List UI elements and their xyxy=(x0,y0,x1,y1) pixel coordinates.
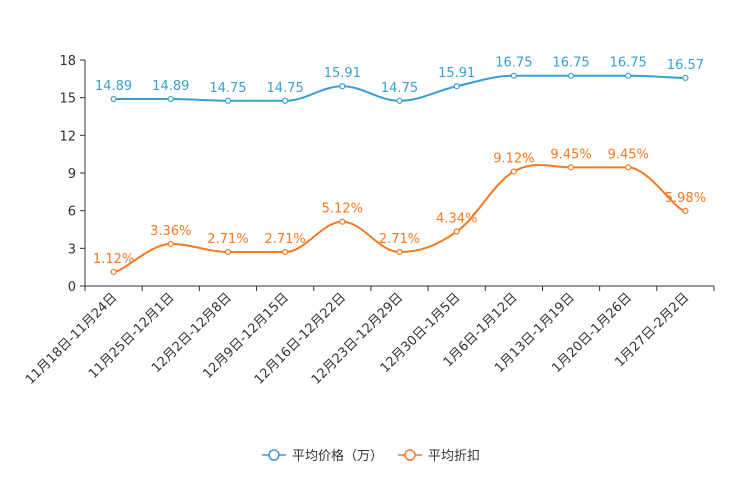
data-point-avg-discount[interactable] xyxy=(453,228,460,235)
x-tick-label: 11月18日-11月24日 xyxy=(23,290,120,387)
data-label-avg-price: 16.75 xyxy=(610,56,647,71)
data-label-avg-price: 14.89 xyxy=(95,79,132,94)
data-point-avg-price[interactable] xyxy=(453,83,460,90)
data-label-avg-price: 15.91 xyxy=(324,66,361,81)
data-label-avg-price: 16.75 xyxy=(552,56,589,71)
axes: 036912151811月18日-11月24日11月25日-12月1日12月2日… xyxy=(23,54,715,388)
data-point-avg-discount[interactable] xyxy=(567,164,575,171)
data-point-avg-price[interactable] xyxy=(396,97,403,104)
series-lines xyxy=(110,72,689,276)
data-point-avg-discount[interactable] xyxy=(167,240,174,247)
legend-marker xyxy=(404,449,416,461)
data-point-avg-price[interactable] xyxy=(339,83,346,90)
data-label-avg-discount: 1.12% xyxy=(93,252,134,267)
data-point-avg-discount[interactable] xyxy=(339,218,346,225)
data-point-avg-discount[interactable] xyxy=(282,248,289,256)
data-point-avg-discount[interactable] xyxy=(110,268,117,276)
data-label-avg-discount: 9.45% xyxy=(608,147,649,162)
data-point-avg-price[interactable] xyxy=(625,72,632,79)
data-point-avg-discount[interactable] xyxy=(625,164,632,171)
data-label-avg-discount: 5.12% xyxy=(322,202,363,217)
legend-marker xyxy=(268,449,280,461)
data-point-avg-price[interactable] xyxy=(167,95,174,103)
data-label-avg-price: 16.57 xyxy=(667,58,704,73)
data-point-avg-discount[interactable] xyxy=(396,248,403,256)
series-line-avg-discount xyxy=(113,164,686,273)
data-label-avg-discount: 4.34% xyxy=(436,212,477,227)
y-tick-label: 9 xyxy=(68,167,76,182)
legend[interactable]: 平均价格（万） 平均折扣 xyxy=(262,448,480,464)
y-tick-label: 0 xyxy=(68,280,76,295)
legend-item-avg-discount[interactable]: 平均折扣 xyxy=(398,449,480,464)
y-tick-label: 18 xyxy=(59,54,76,69)
data-label-avg-discount: 9.45% xyxy=(550,147,591,162)
data-point-avg-price[interactable] xyxy=(110,95,117,103)
y-tick-label: 12 xyxy=(59,129,76,144)
legend-label: 平均价格（万） xyxy=(292,448,383,464)
data-label-avg-discount: 5.98% xyxy=(665,191,706,206)
data-point-avg-discount[interactable] xyxy=(682,207,689,215)
legend-label: 平均折扣 xyxy=(428,449,480,464)
data-label-avg-discount: 2.71% xyxy=(379,232,420,247)
data-labels: 14.89 14.89 14.75 14.75 15.91 14.75 15.91 16.75… xyxy=(93,56,706,267)
data-label-avg-price: 16.75 xyxy=(495,56,532,71)
data-label-avg-discount: 2.71% xyxy=(264,232,305,247)
data-point-avg-discount[interactable] xyxy=(510,168,517,175)
data-point-avg-price[interactable] xyxy=(682,74,689,82)
data-point-avg-price[interactable] xyxy=(567,72,575,79)
data-label-avg-price: 14.75 xyxy=(267,81,304,96)
legend-item-avg-price[interactable]: 平均价格（万） xyxy=(262,448,383,464)
data-point-avg-price[interactable] xyxy=(224,97,232,104)
data-point-avg-price[interactable] xyxy=(510,72,517,79)
y-tick-label: 15 xyxy=(59,92,76,107)
data-label-avg-price: 14.75 xyxy=(381,81,418,96)
data-label-avg-price: 14.75 xyxy=(209,81,246,96)
y-tick-label: 6 xyxy=(68,205,76,220)
y-tick-label: 3 xyxy=(68,242,76,257)
data-label-avg-price: 15.91 xyxy=(438,66,475,81)
data-point-avg-price[interactable] xyxy=(282,97,289,104)
data-label-avg-discount: 9.12% xyxy=(493,151,534,166)
data-point-avg-discount[interactable] xyxy=(224,248,232,256)
data-label-avg-discount: 2.71% xyxy=(207,232,248,247)
data-label-avg-price: 14.89 xyxy=(152,79,189,94)
data-label-avg-discount: 3.36% xyxy=(150,224,191,239)
